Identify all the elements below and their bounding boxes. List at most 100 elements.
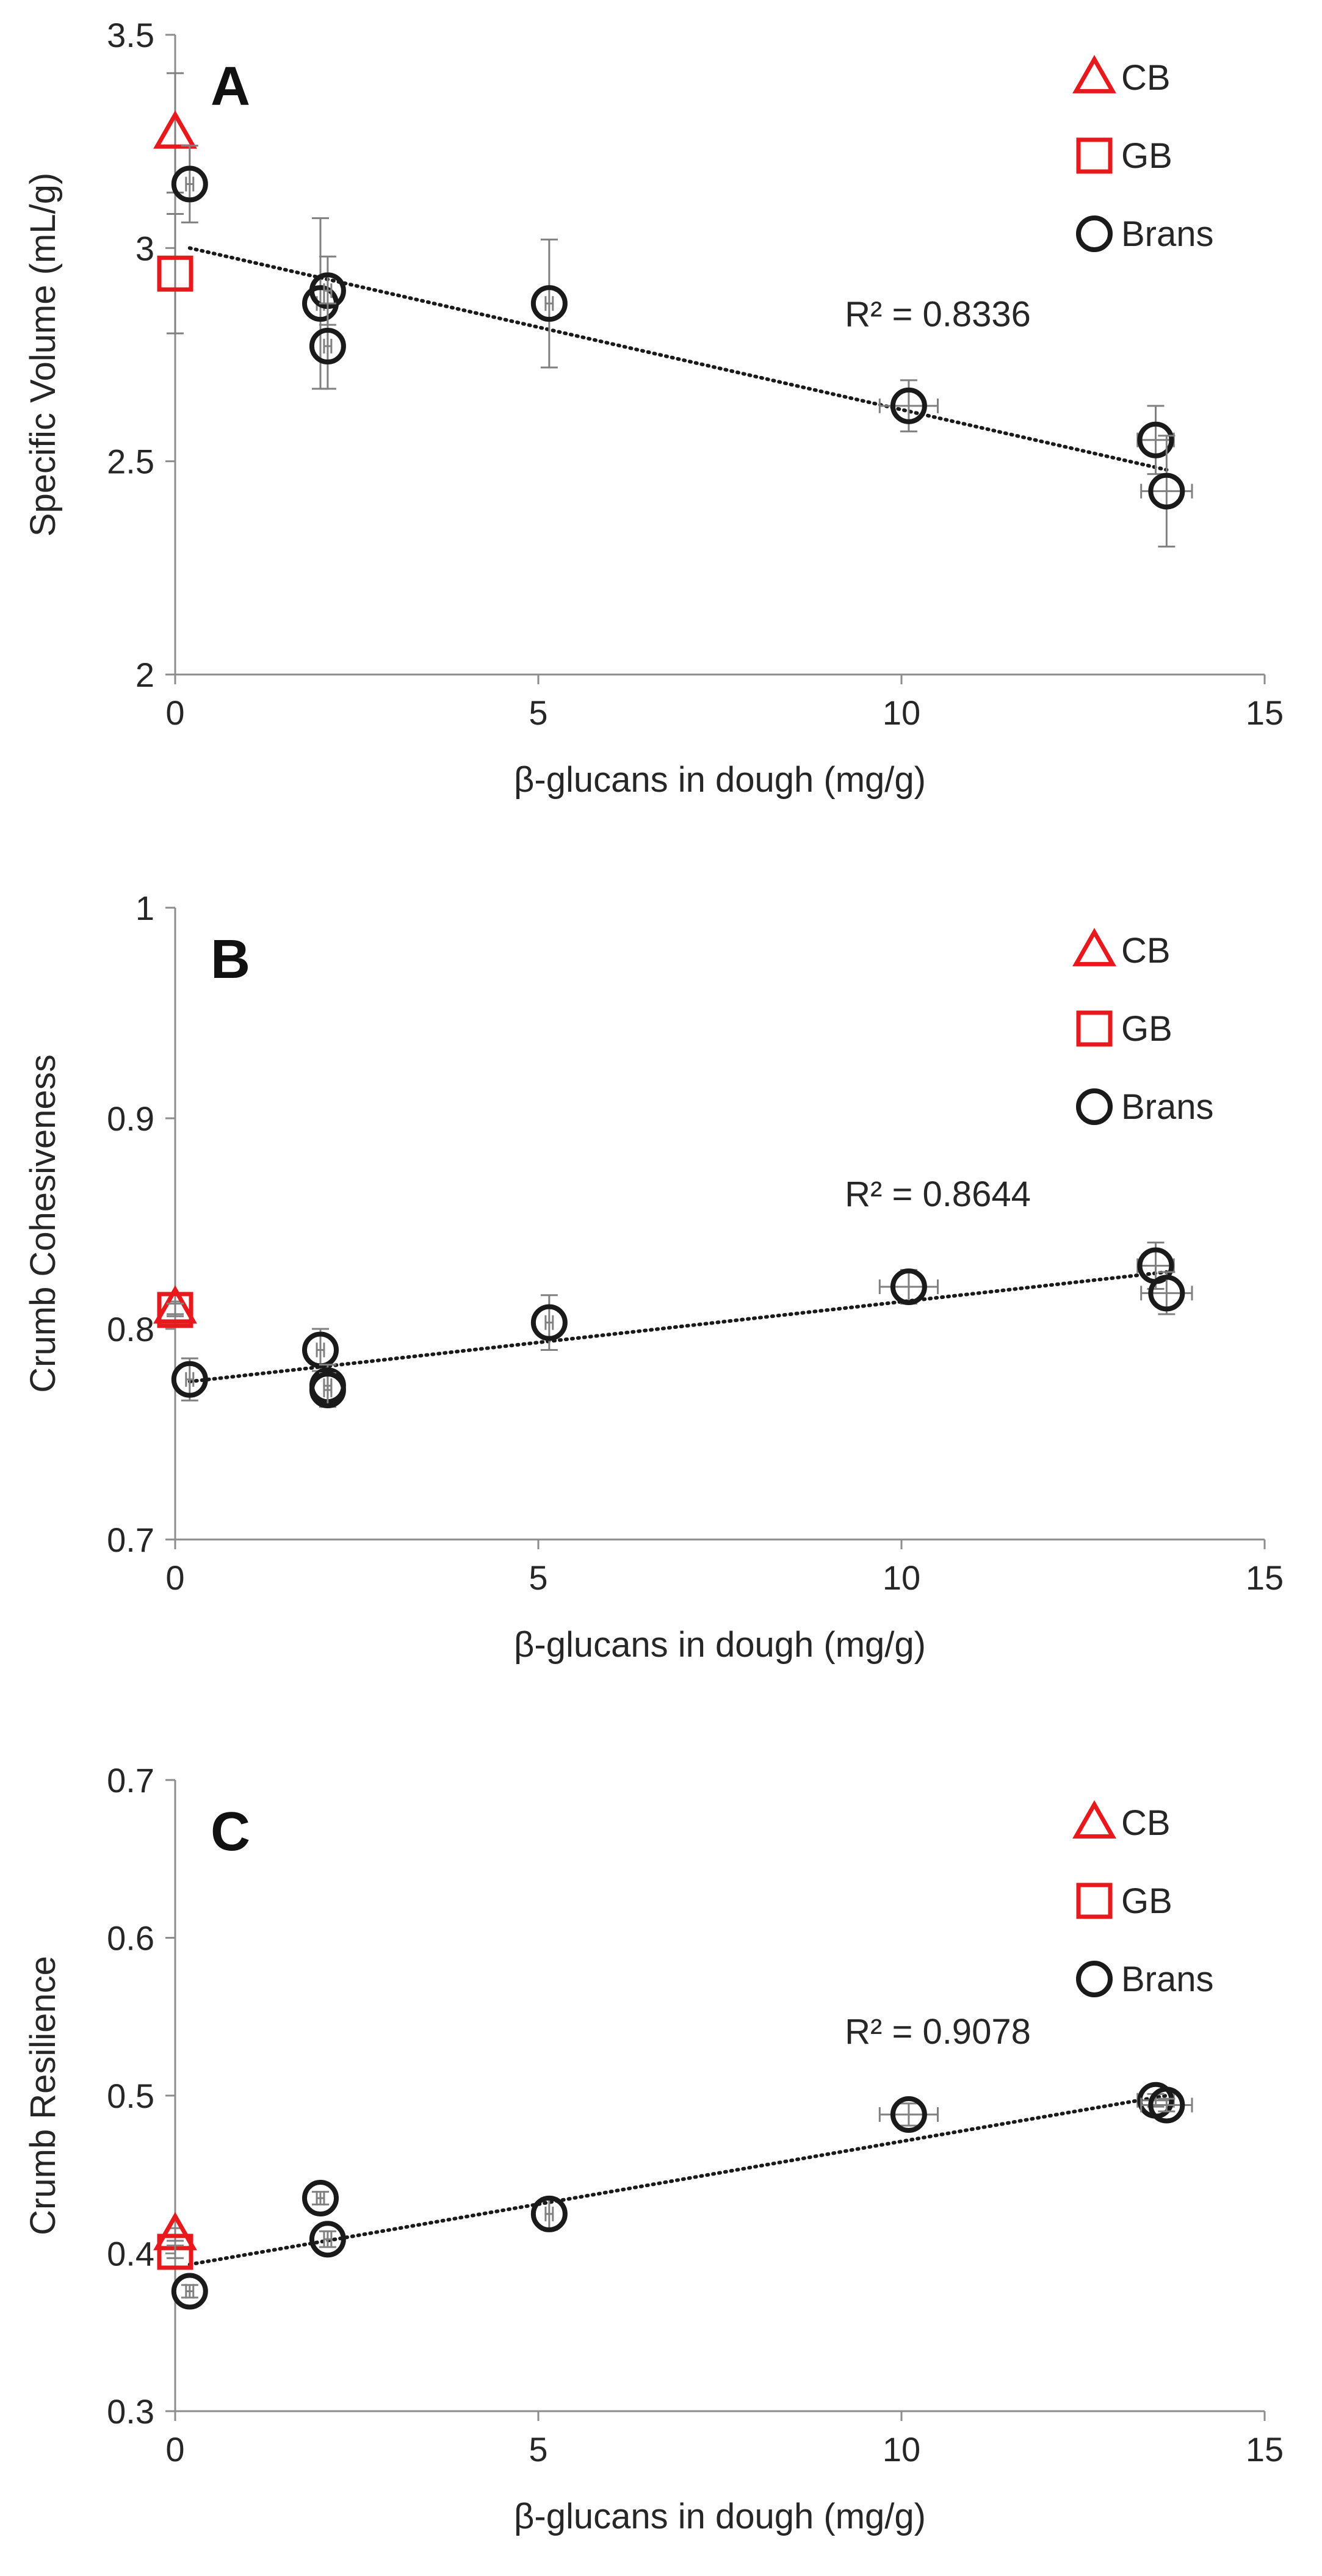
- panel-label: A: [211, 56, 250, 117]
- data-point-brans: [878, 2096, 939, 2133]
- legend-cb-label: CB: [1121, 931, 1171, 971]
- data-point-brans: [530, 2195, 568, 2232]
- y-tick-label: 1: [135, 889, 154, 927]
- series-gb: [157, 1292, 193, 1328]
- r-squared-annotation: R² = 0.9078: [845, 2012, 1031, 2052]
- data-point-brans: [309, 2221, 346, 2258]
- circle-marker: [530, 1304, 568, 1341]
- series-gb: [157, 2234, 193, 2270]
- legend: CB GB Brans: [1072, 55, 1214, 254]
- x-axis-title: β-glucans in dough (mg/g): [514, 2497, 926, 2536]
- y-tick-label: 0.8: [107, 1310, 154, 1348]
- y-tick-label: 0.7: [107, 1521, 154, 1559]
- circle-marker: [171, 165, 208, 203]
- data-point-gb: [157, 212, 193, 335]
- legend-cb-marker: [1072, 55, 1116, 93]
- r-squared-annotation: R² = 0.8644: [845, 1174, 1031, 1214]
- legend-brans-marker: [1076, 215, 1113, 252]
- circle-marker: [1148, 2086, 1185, 2124]
- y-tick-label: 0.3: [107, 2392, 154, 2431]
- x-tick-label: 10: [883, 693, 920, 732]
- legend-brans-label: Brans: [1121, 214, 1214, 254]
- data-point-brans: [171, 2273, 208, 2310]
- circle-marker: [530, 2195, 568, 2232]
- trendline: [187, 246, 1169, 472]
- data-point-brans: [1140, 2086, 1193, 2124]
- circle-marker: [890, 1268, 927, 1305]
- data-point-brans: [309, 1372, 346, 1409]
- y-axis-title: Crumb Resilience: [23, 1956, 63, 2235]
- y-tick-label: 3: [135, 229, 154, 267]
- data-point-brans: [171, 145, 208, 223]
- triangle-marker: [153, 1285, 197, 1324]
- circle-marker: [1137, 421, 1174, 458]
- y-tick-label: 2.5: [107, 443, 154, 481]
- series-gb: [157, 212, 193, 335]
- r-squared-annotation: R² = 0.8336: [845, 295, 1031, 335]
- circle-marker: [302, 1331, 339, 1369]
- data-point-brans: [878, 379, 939, 433]
- legend-gb-marker: [1076, 1883, 1113, 1919]
- y-tick-label: 0.9: [107, 1099, 154, 1138]
- x-axis-title: β-glucans in dough (mg/g): [514, 1625, 926, 1665]
- legend-gb-label: GB: [1121, 136, 1172, 176]
- circle-marker: [171, 2273, 208, 2310]
- chart-panel-c: 0.3 0.4 0.5 0.6 0.7 0 5 10 15 β-glucans in dough …: [23, 1761, 1284, 2536]
- series-brans: [171, 145, 1193, 548]
- data-point-brans: [171, 1357, 208, 1402]
- circle-marker: [1148, 472, 1185, 510]
- chart-panel-a: 2 2.5 3 3.5 0 5 10 15 β-glucans in dough (mg/g) S…: [23, 16, 1284, 800]
- triangle-marker: [153, 110, 197, 149]
- square-marker: [157, 255, 193, 292]
- legend-gb-label: GB: [1121, 1009, 1172, 1049]
- x-tick-label: 5: [529, 1558, 547, 1597]
- data-point-brans: [1140, 435, 1193, 548]
- x-tick-label: 15: [1246, 1558, 1284, 1597]
- trendline: [187, 2094, 1169, 2267]
- circle-marker: [302, 2180, 339, 2217]
- panel-label: C: [211, 1801, 250, 1862]
- x-axis-title: β-glucans in dough (mg/g): [514, 760, 926, 800]
- series-brans: [171, 1242, 1193, 1409]
- y-tick-label: 0.4: [107, 2235, 154, 2273]
- x-tick-label: 10: [883, 2430, 920, 2469]
- legend-brans-label: Brans: [1121, 1959, 1214, 1999]
- circle-marker: [171, 1361, 208, 1398]
- data-point-brans: [878, 1268, 939, 1305]
- y-axis-title: Crumb Cohesiveness: [23, 1054, 63, 1392]
- x-tick-label: 15: [1246, 693, 1284, 732]
- legend-brans-marker: [1076, 1961, 1113, 1997]
- y-axis-title: Specific Volume (mL/g): [23, 173, 63, 537]
- x-tick-label: 0: [165, 2430, 184, 2469]
- legend-brans-marker: [1076, 1088, 1113, 1125]
- y-tick-label: 3.5: [107, 16, 154, 54]
- y-tick-label: 0.7: [107, 1761, 154, 1800]
- data-point-brans: [309, 302, 346, 390]
- legend-cb-marker: [1072, 1800, 1116, 1839]
- chart-panel-b: 0.70.80.910 5 10 15β-glucans in dough (mg/g…: [23, 889, 1284, 1665]
- x-tick-label: 0: [165, 1558, 184, 1597]
- x-tick-label: 5: [529, 693, 547, 732]
- series-brans: [171, 2082, 1193, 2310]
- x-tick-label: 5: [529, 2430, 547, 2469]
- legend: CB GB Brans: [1072, 1800, 1214, 1999]
- circle-marker: [530, 285, 568, 322]
- circle-marker: [309, 328, 346, 365]
- data-point-brans: [530, 1294, 568, 1351]
- legend-cb-label: CB: [1121, 1803, 1171, 1843]
- y-tick-label: 0.6: [107, 1919, 154, 1958]
- legend-brans-label: Brans: [1121, 1087, 1214, 1127]
- data-point-brans: [302, 2180, 339, 2217]
- circle-marker: [1148, 1275, 1185, 1312]
- data-point-brans: [530, 238, 568, 369]
- circle-marker: [309, 1372, 346, 1409]
- panel-label: B: [211, 929, 250, 990]
- legend-cb-marker: [1072, 928, 1116, 966]
- y-tick-label: 0.5: [107, 2077, 154, 2115]
- y-tick-label: 2: [135, 656, 154, 694]
- legend-gb-label: GB: [1121, 1881, 1172, 1921]
- legend: CB GB Brans: [1072, 928, 1214, 1127]
- x-tick-label: 15: [1246, 2430, 1284, 2469]
- legend-gb-marker: [1076, 1010, 1113, 1047]
- circle-marker: [309, 2221, 346, 2258]
